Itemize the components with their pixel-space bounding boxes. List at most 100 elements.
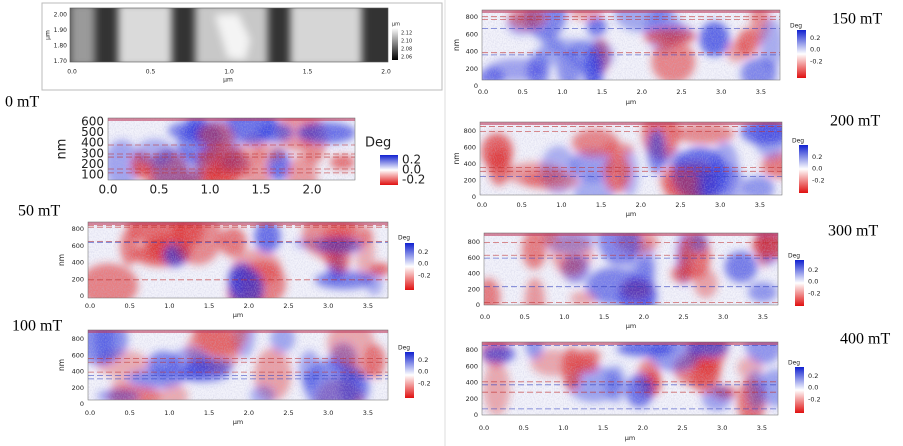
x-tick-label: 1.0	[224, 69, 234, 76]
y-tick-label: 400	[468, 270, 480, 278]
topo-band	[118, 8, 172, 62]
mfm-topband	[88, 222, 388, 225]
mfm-image	[482, 10, 780, 80]
y-tick-label: 400	[72, 368, 84, 376]
y-tick-label: 800	[72, 335, 84, 343]
mfm-topband	[480, 122, 782, 125]
x-tick-label: 2.0	[636, 201, 646, 209]
colorbar-tick: 2.08	[401, 47, 412, 53]
colorbar-tick: -0.2	[808, 395, 821, 403]
y-tick-label: 200	[464, 177, 476, 185]
y-tick-label: 200	[468, 285, 480, 293]
mfm-image	[108, 118, 355, 180]
colorbar	[405, 352, 414, 398]
x-tick-label: 1.5	[598, 424, 608, 432]
topo-band	[70, 8, 95, 62]
x-tick-label: 3.0	[718, 313, 728, 321]
x-tick-label: 0.5	[519, 424, 529, 432]
x-tick-label: 3.5	[755, 201, 765, 209]
x-tick-label: 2.0	[638, 424, 648, 432]
colorbar-unit: Deg	[398, 345, 410, 352]
colorbar-tick: 0.2	[810, 34, 820, 42]
x-tick-label: 3.5	[758, 313, 768, 321]
x-tick-label: 2.5	[675, 201, 685, 209]
topo-frame	[69, 7, 389, 63]
x-tick-label: 1.5	[597, 88, 607, 96]
axis-frame	[483, 232, 779, 306]
y-tick-label: 1.80	[54, 43, 68, 50]
x-tick-label: 0.0	[477, 201, 487, 209]
y-axis-label: nm	[452, 39, 461, 51]
x-tick-label: 3.0	[323, 409, 333, 417]
colorbar-tick: -0.2	[812, 176, 825, 184]
x-tick-label: 0.5	[125, 302, 135, 310]
x-tick-label: 0.0	[478, 88, 488, 96]
y-tick-label: 0	[472, 193, 476, 201]
y-tick-label: 200	[466, 395, 478, 403]
x-tick-label: 0.0	[479, 424, 489, 432]
colorbar-tick: -0.2	[808, 289, 821, 297]
x-tick-label: 3.0	[716, 88, 726, 96]
x-tick-label: 2.0	[639, 313, 649, 321]
mfm-noise	[88, 222, 388, 298]
colorbar	[797, 30, 806, 78]
colorbar-tick: -0.2	[810, 57, 823, 65]
axis-frame	[87, 221, 389, 299]
x-tick-label: 2.5	[678, 313, 688, 321]
y-tick-label: 0	[80, 400, 84, 408]
colorbar-tick: 0.0	[402, 162, 421, 176]
mfm-topband	[88, 330, 388, 333]
colorbar-tick: 2.10	[401, 39, 412, 45]
y-tick-label: 800	[466, 13, 478, 21]
mfm-topband	[482, 10, 780, 13]
colorbar	[392, 28, 398, 60]
y-axis-label: nm	[57, 359, 66, 371]
y-tick-label: 100	[81, 168, 104, 182]
colorbar-tick: 0.0	[812, 165, 822, 173]
topo-bands	[70, 8, 362, 62]
colorbar-tick: 0.0	[808, 278, 818, 286]
x-tick-label: 1.5	[204, 302, 214, 310]
x-tick-label: 1.0	[164, 302, 174, 310]
panel-label: 150 mT	[832, 11, 882, 28]
y-tick-label: 600	[72, 242, 84, 250]
y-tick-label: 2.00	[54, 12, 68, 19]
colorbar-tick: 0.2	[418, 248, 428, 256]
x-tick-label: 2.0	[637, 88, 647, 96]
x-tick-label: 0.5	[517, 201, 527, 209]
x-tick-label: 2.5	[283, 302, 293, 310]
y-tick-label: 1.90	[54, 27, 68, 34]
x-tick-label: 1.0	[559, 313, 569, 321]
mfm-noise	[484, 233, 778, 305]
mfm-noise	[480, 122, 782, 195]
x-tick-label: 1.0	[556, 201, 566, 209]
mfm-topband	[482, 342, 778, 345]
mfm-image	[484, 233, 778, 305]
topo-band	[290, 8, 362, 62]
x-tick-label: 3.0	[717, 424, 727, 432]
x-tick-label: 0.5	[125, 409, 135, 417]
colorbar-tick: 0.0	[808, 384, 818, 392]
panel-label: 100 mT	[12, 318, 62, 335]
x-tick-label: 0.5	[146, 69, 156, 76]
colorbar-unit: Deg	[788, 360, 800, 367]
colorbar-unit: µm	[392, 22, 400, 28]
mfm-image	[88, 330, 388, 400]
x-tick-label: 0.0	[85, 302, 95, 310]
y-tick-label: 400	[81, 136, 104, 150]
x-tick-label: 2.0	[244, 409, 254, 417]
x-tick-label: 0.0	[98, 183, 117, 197]
x-axis-label: µm	[233, 311, 243, 319]
x-tick-label: 2.5	[283, 409, 293, 417]
y-tick-label: 400	[464, 160, 476, 168]
colorbar-tick: -0.2	[418, 271, 431, 279]
x-tick-label: 2.5	[676, 88, 686, 96]
y-tick-label: 200	[72, 275, 84, 283]
x-tick-label: 1.0	[164, 409, 174, 417]
colorbar-tick: 0.0	[810, 46, 820, 54]
x-tick-label: 1.0	[557, 88, 567, 96]
colorbar-tick: 2.06	[401, 55, 412, 61]
topo-feature	[215, 14, 250, 60]
colorbar	[405, 243, 414, 290]
y-axis-label: nm	[57, 254, 66, 266]
